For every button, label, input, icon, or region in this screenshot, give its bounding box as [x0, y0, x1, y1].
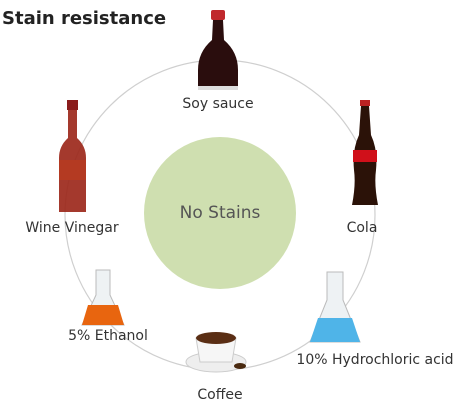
- node-label: Cola: [347, 220, 378, 236]
- soy-sauce-icon: [198, 10, 238, 90]
- node-label: 10% Hydrochloric acid: [296, 352, 453, 368]
- diagram: Stain resistance No Stains Soy sauce Col…: [0, 0, 476, 404]
- coffee-icon: [186, 332, 246, 372]
- node-label: Soy sauce: [182, 96, 253, 112]
- wine-vinegar-icon: [59, 100, 86, 212]
- hydrochloric-acid-icon: [310, 272, 360, 342]
- node-label: Wine Vinegar: [25, 220, 118, 236]
- title: Stain resistance: [2, 8, 166, 29]
- cola-icon: [352, 100, 378, 205]
- node-label: Coffee: [197, 387, 242, 403]
- node-label: 5% Ethanol: [68, 328, 148, 344]
- center-label: No Stains: [180, 203, 261, 223]
